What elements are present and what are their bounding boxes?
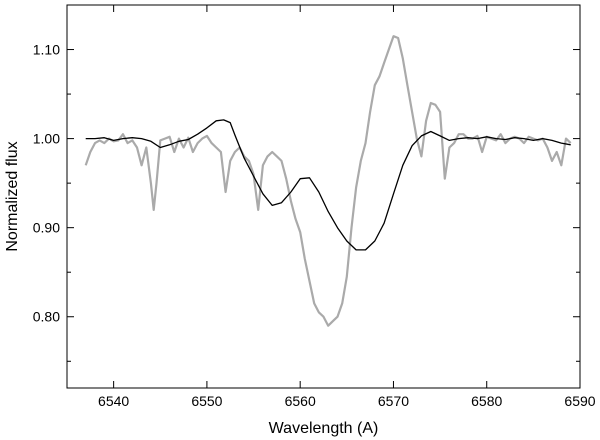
x-tick-label: 6540 <box>98 393 129 409</box>
x-tick-label: 6580 <box>471 393 502 409</box>
x-tick-label: 6560 <box>285 393 316 409</box>
plot-frame <box>66 4 581 389</box>
y-axis-ticks: 0.80 0.90 1.00 1.10 <box>33 42 580 362</box>
y-tick-label: 1.10 <box>33 42 60 58</box>
y-tick-label: 0.90 <box>33 220 60 236</box>
x-axis-title: Wavelength (A) <box>269 420 379 437</box>
y-axis-title: Normalized flux <box>4 141 21 251</box>
x-axis-ticks: 6540 6550 6560 6570 6580 6590 <box>98 5 596 409</box>
series-layer <box>84 35 572 327</box>
y-tick-label: 0.80 <box>33 309 60 325</box>
x-tick-label: 6550 <box>191 393 222 409</box>
x-tick-label: 6570 <box>378 393 409 409</box>
x-tick-label: 6590 <box>564 393 595 409</box>
y-tick-label: 1.00 <box>33 131 60 147</box>
black-spectrum-line <box>85 119 571 251</box>
grey-spectrum-line <box>84 35 572 327</box>
